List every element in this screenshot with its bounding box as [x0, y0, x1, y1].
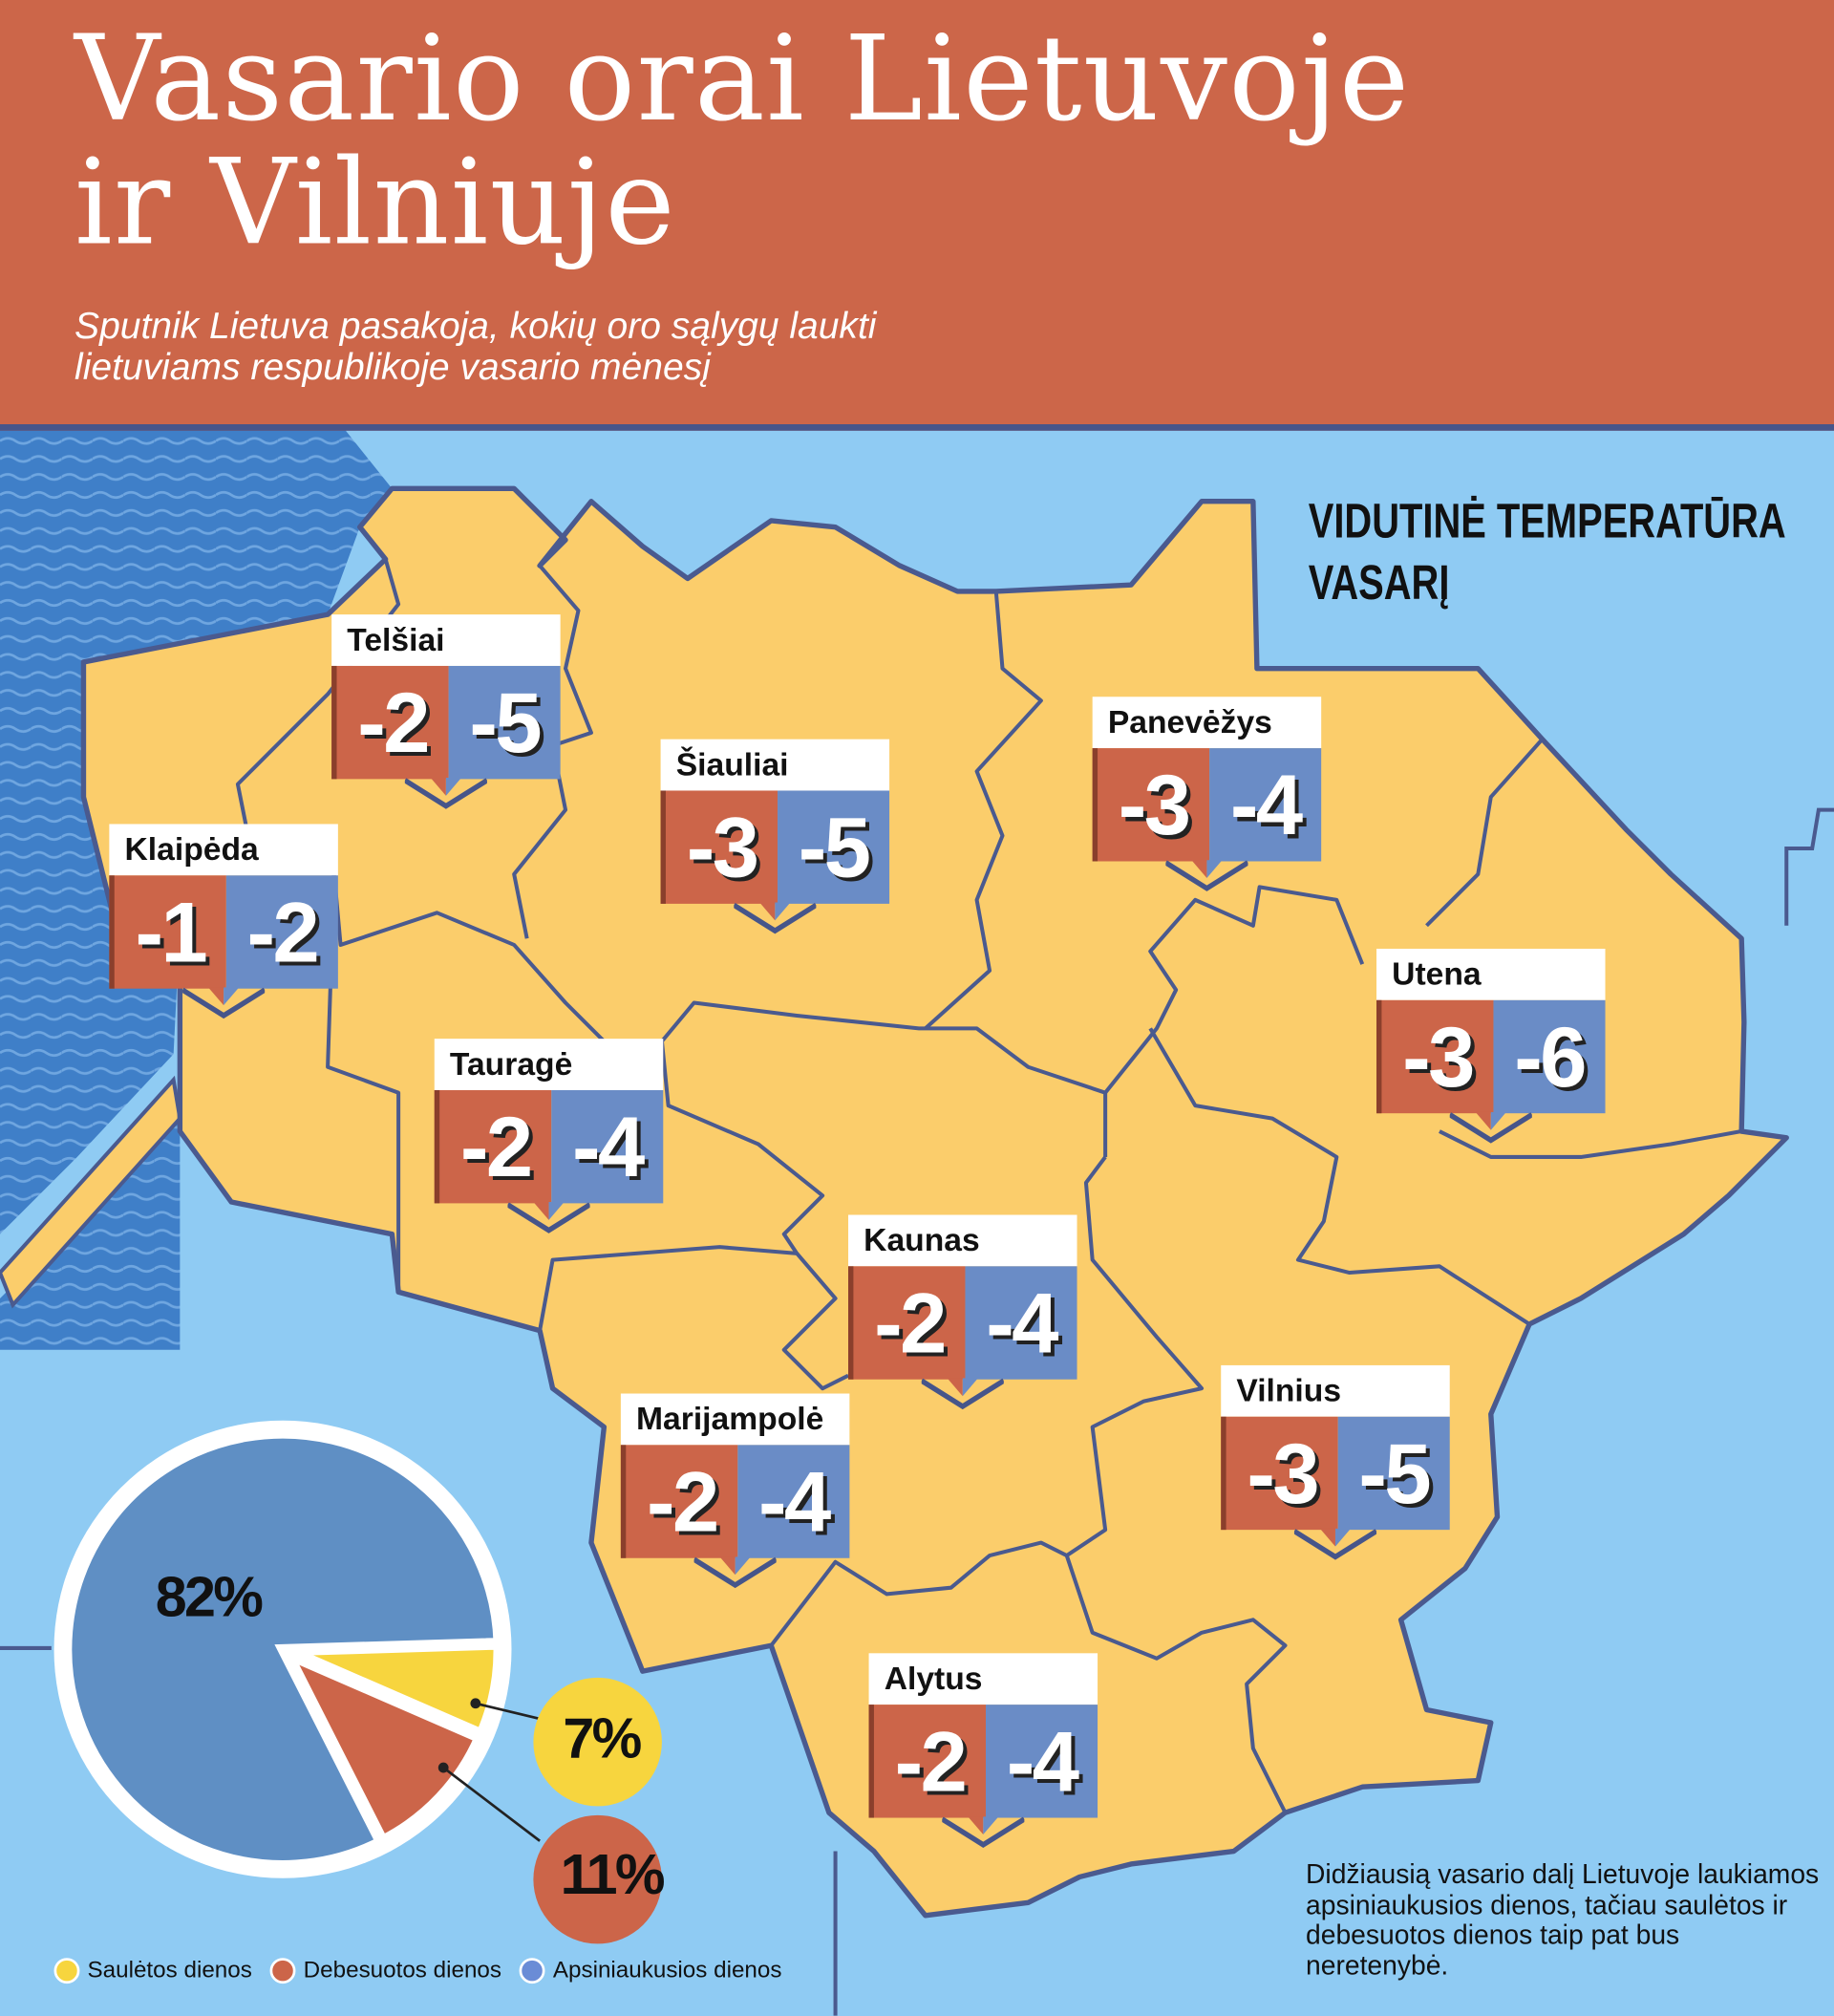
title-line-1: Vasario orai Lietuvoje	[75, 10, 1411, 148]
pointer-icon	[109, 987, 337, 1022]
temperature-values: -2 -4	[848, 1266, 1077, 1380]
night-temperature: -4	[737, 1445, 850, 1558]
city-name: Kaunas	[848, 1214, 1077, 1267]
city-callout: Tauragė -2 -4	[434, 1039, 664, 1236]
pie-callout-circle	[533, 1814, 662, 1944]
leader-cloudy	[442, 1766, 541, 1842]
temperature-values: -3 -5	[1221, 1416, 1450, 1531]
city-name: Panevėžys	[1092, 697, 1322, 749]
day-temperature: -3	[1376, 999, 1494, 1114]
city-name: Alytus	[868, 1653, 1098, 1705]
summary-note: Didžiausią vasario dalį Lietuvoje laukia…	[1306, 1859, 1820, 1981]
city-callout: Kaunas -2 -4	[848, 1214, 1077, 1412]
pointer-icon	[331, 778, 560, 812]
day-temperature: -2	[848, 1266, 966, 1380]
night-temperature: -6	[1493, 999, 1606, 1114]
legend-label: Saulėtos dienos	[87, 1956, 252, 1983]
pointer-icon	[435, 1202, 663, 1236]
temperature-values: -2 -5	[331, 665, 561, 780]
night-temperature: -5	[778, 790, 890, 904]
city-name: Vilnius	[1221, 1364, 1450, 1417]
temperature-values: -3 -5	[660, 790, 890, 904]
day-temperature: -2	[868, 1705, 986, 1818]
leader-cloudy-dot	[437, 1762, 449, 1773]
day-temperature: -3	[1092, 748, 1210, 862]
temperature-values: -1 -2	[109, 875, 338, 989]
leader-sunny	[475, 1702, 541, 1721]
legend-dot	[519, 1957, 545, 1984]
pie-label-sunny: 7%	[563, 1706, 642, 1770]
city-name: Telšiai	[331, 614, 561, 666]
pie-callout-circle	[533, 1677, 662, 1807]
north-east-border	[1784, 807, 1834, 926]
night-temperature: -5	[448, 665, 561, 780]
city-callout: Vilnius -3 -5	[1221, 1364, 1450, 1563]
legend-label: Debesuotos dienos	[303, 1956, 502, 1983]
legend-dot	[269, 1957, 296, 1984]
night-temperature: -4	[965, 1266, 1077, 1380]
temperature-values: -2 -4	[620, 1445, 850, 1558]
lithuania-land	[80, 485, 1789, 1919]
night-temperature: -4	[985, 1705, 1098, 1818]
leader-sunny-dot	[470, 1698, 481, 1709]
legend-item-cloudy: Debesuotos dienos	[269, 1956, 502, 1984]
legend-item-sunny: Saulėtos dienos	[53, 1956, 252, 1984]
city-callout: Alytus -2 -4	[868, 1653, 1098, 1852]
pie-label-overcast: 82%	[155, 1565, 264, 1629]
city-callout: Šiauliai -3 -5	[660, 739, 890, 937]
pie-slice-cloudy	[277, 1643, 486, 1848]
day-temperature: -2	[434, 1089, 552, 1204]
legend-label: Apsiniaukusios dienos	[552, 1956, 782, 1983]
temperature-values: -2 -4	[868, 1705, 1098, 1818]
temperature-heading: VIDUTINĖ TEMPERATŪRA VASARĮ	[1309, 491, 1786, 614]
pie-label-cloudy: 11%	[560, 1843, 666, 1907]
city-callout: Utena -3 -6	[1376, 948, 1606, 1147]
night-temperature: -5	[1337, 1416, 1450, 1531]
heading-line-1: VIDUTINĖ TEMPERATŪRA	[1308, 495, 1786, 549]
heading-line-2: VASARĮ	[1308, 556, 1450, 611]
pie-slice-overcast	[61, 1427, 504, 1871]
city-callout: Panevėžys -3 -4	[1092, 697, 1322, 894]
pointer-icon	[1376, 1111, 1605, 1147]
day-temperature: -1	[109, 875, 226, 989]
title-line-2: ir Vilniuje	[75, 133, 677, 271]
city-callout: Telšiai -2 -5	[331, 614, 561, 812]
city-name: Šiauliai	[660, 739, 890, 791]
day-temperature: -3	[660, 790, 778, 904]
header-banner: Vasario orai Lietuvoje ir Vilniuje Sputn…	[0, 0, 1834, 431]
temperature-values: -3 -4	[1092, 748, 1322, 862]
pointer-icon	[1221, 1528, 1449, 1563]
day-temperature: -2	[331, 665, 449, 780]
pie-legend: Saulėtos dienos Debesuotos dienos Apsini…	[53, 1956, 782, 1984]
day-temperature: -2	[620, 1445, 738, 1558]
city-name: Utena	[1376, 948, 1606, 1000]
pointer-icon	[848, 1378, 1077, 1413]
legend-item-overcast: Apsiniaukusios dienos	[519, 1956, 782, 1984]
temperature-values: -3 -6	[1376, 999, 1606, 1114]
night-temperature: -4	[1209, 748, 1322, 862]
day-temperature: -3	[1221, 1416, 1338, 1531]
pointer-icon	[869, 1816, 1098, 1852]
subtitle: Sputnik Lietuva pasakoja, kokių oro sąly…	[75, 306, 876, 388]
pointer-icon	[1093, 860, 1321, 894]
city-callout: Klaipėda -1 -2	[109, 824, 338, 1022]
temperature-values: -2 -4	[434, 1089, 664, 1204]
night-temperature: -2	[225, 875, 338, 989]
night-temperature: -4	[551, 1089, 664, 1204]
legend-dot	[53, 1957, 80, 1984]
district-borders	[235, 538, 1742, 1814]
city-name: Marijampolė	[620, 1393, 850, 1446]
page-title: Vasario orai Lietuvoje ir Vilniuje	[75, 10, 1411, 271]
subtitle-line-1: Sputnik Lietuva pasakoja, kokių oro sąly…	[75, 306, 877, 348]
pointer-icon	[661, 902, 889, 937]
pointer-icon	[621, 1556, 849, 1592]
baltic-sea	[0, 424, 393, 1234]
city-name: Klaipėda	[109, 824, 338, 876]
city-callout: Marijampolė -2 -4	[620, 1393, 850, 1592]
subtitle-line-2: lietuviams respublikoje vasario mėnesį	[75, 347, 711, 389]
city-name: Tauragė	[434, 1039, 664, 1090]
